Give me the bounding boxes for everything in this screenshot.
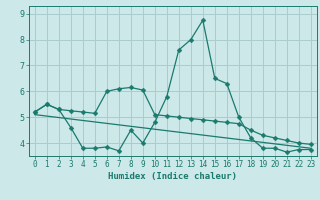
X-axis label: Humidex (Indice chaleur): Humidex (Indice chaleur) — [108, 172, 237, 181]
